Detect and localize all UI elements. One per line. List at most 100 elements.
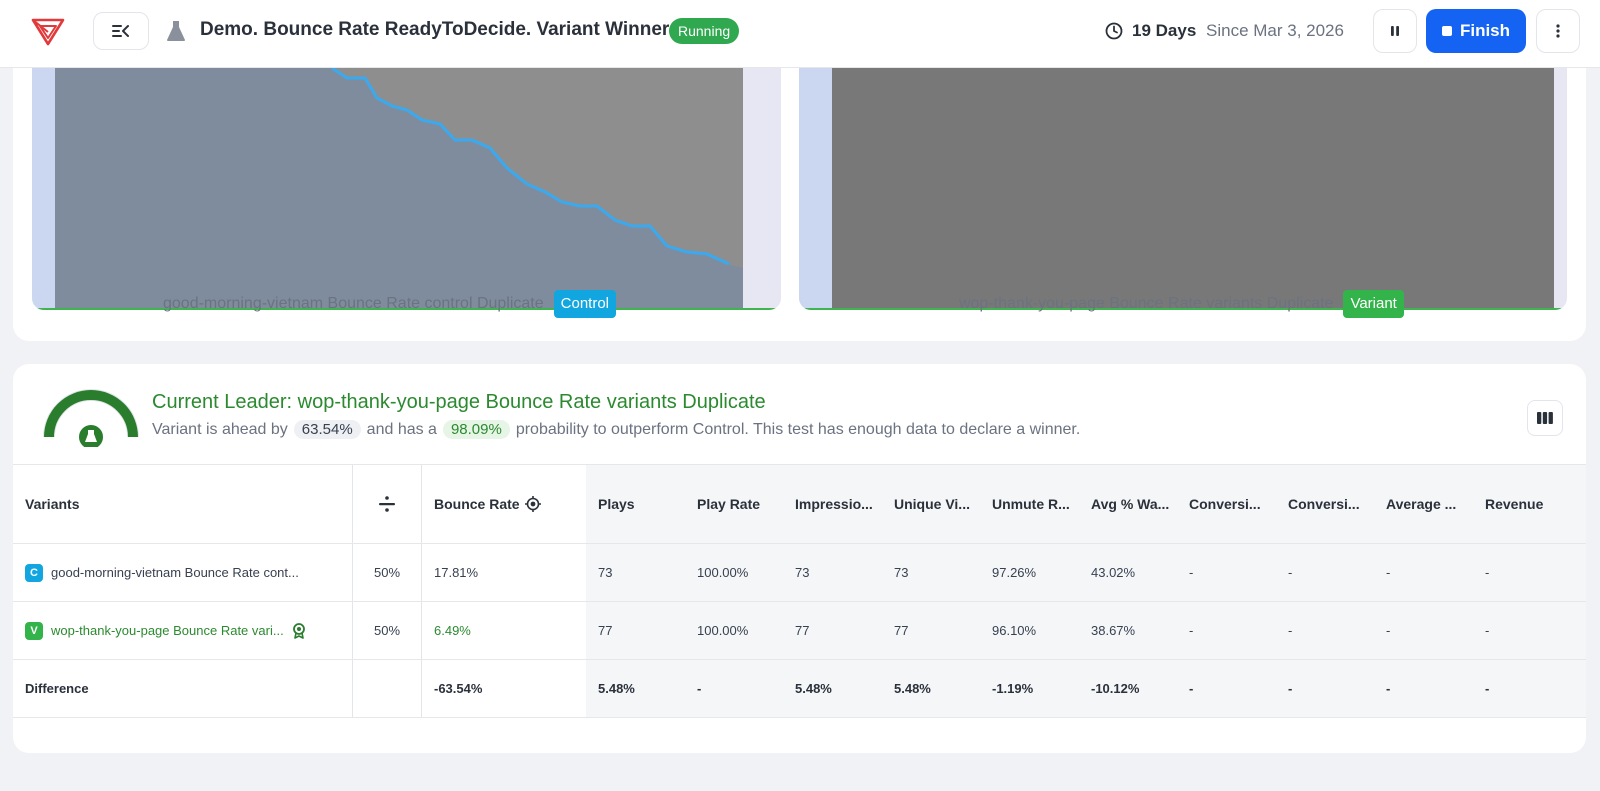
play-rate-diff: - <box>685 660 783 717</box>
variant-cell: C good-morning-vietnam Bounce Rate cont.… <box>13 544 353 601</box>
average-diff: - <box>1374 660 1473 717</box>
winner-award-icon <box>292 622 305 639</box>
col-unmute-rate[interactable]: Unmute R... <box>980 465 1079 543</box>
pause-button[interactable] <box>1373 9 1417 53</box>
variant-name: wop-thank-you-page Bounce Rate variants … <box>959 295 1334 312</box>
conversions-1-diff: - <box>1177 660 1276 717</box>
table-header-row: Variants Bounce Rate Plays Play Rate Imp… <box>13 464 1586 544</box>
play-rate-cell: 100.00% <box>685 544 783 601</box>
split-cell: 50% <box>353 544 422 601</box>
bounce-rate-cell: 6.49% <box>434 623 471 638</box>
variant-name: good-morning-vietnam Bounce Rate cont... <box>51 565 299 580</box>
impressions-cell: 77 <box>783 602 882 659</box>
col-plays[interactable]: Plays <box>586 465 685 543</box>
control-tag: Control <box>553 290 617 318</box>
conversions-2-diff: - <box>1276 660 1374 717</box>
unique-viewers-cell: 73 <box>882 544 980 601</box>
divide-icon <box>379 496 395 512</box>
pause-icon <box>1391 26 1399 36</box>
current-leader-card: Current Leader: wop-thank-you-page Bounc… <box>13 364 1586 753</box>
variant-cell: V wop-thank-you-page Bounce Rate vari... <box>13 602 353 659</box>
variant-tag: Variant <box>1343 290 1404 318</box>
unmute-rate-diff: -1.19% <box>980 660 1079 717</box>
average-cell: - <box>1374 544 1473 601</box>
col-split[interactable] <box>353 465 422 543</box>
leader-title: Current Leader: wop-thank-you-page Bounc… <box>152 391 766 413</box>
variant-name: wop-thank-you-page Bounce Rate vari... <box>51 623 284 638</box>
status-badge: Running <box>669 18 740 44</box>
unmute-rate-cell: 97.26% <box>980 544 1079 601</box>
variant-charts-card: good-morning-vietnam Bounce Rate control… <box>13 40 1586 341</box>
leader-text-1: Variant is ahead by <box>152 420 288 438</box>
col-revenue[interactable]: Revenue <box>1473 465 1586 543</box>
flask-icon <box>167 21 185 41</box>
conversions-2-cell: - <box>1276 544 1374 601</box>
target-metric-icon <box>524 496 541 512</box>
leader-summary: Variant is ahead by 63.54% and has a 98.… <box>152 420 1080 439</box>
control-chart-plot <box>32 68 781 310</box>
test-title: Demo. Bounce Rate ReadyToDecide. Variant… <box>200 19 670 40</box>
col-variants[interactable]: Variants <box>13 465 353 543</box>
impressions-cell: 73 <box>783 544 882 601</box>
col-bounce-rate[interactable]: Bounce Rate <box>422 465 586 543</box>
more-options-button[interactable] <box>1536 9 1580 53</box>
unmute-rate-cell: 96.10% <box>980 602 1079 659</box>
split-cell: 50% <box>353 602 422 659</box>
col-average[interactable]: Average ... <box>1374 465 1473 543</box>
avg-watched-diff: -10.12% <box>1079 660 1177 717</box>
collapse-sidebar-button[interactable] <box>93 12 149 50</box>
plays-cell: 73 <box>586 544 685 601</box>
avg-watched-cell: 43.02% <box>1079 544 1177 601</box>
revenue-cell: - <box>1473 544 1586 601</box>
control-name: good-morning-vietnam Bounce Rate control… <box>163 295 544 312</box>
table-row-control[interactable]: C good-morning-vietnam Bounce Rate cont.… <box>13 544 1586 602</box>
control-chart <box>32 68 781 310</box>
variant-badge: V <box>25 621 43 640</box>
col-unique-viewers[interactable]: Unique Vi... <box>882 465 980 543</box>
impressions-diff: 5.48% <box>783 660 882 717</box>
stop-icon <box>1441 26 1452 36</box>
kebab-menu-icon <box>1556 24 1560 38</box>
columns-icon <box>1537 412 1553 424</box>
leader-gauge-icon <box>43 389 139 447</box>
average-cell: - <box>1374 602 1473 659</box>
table-row-variant[interactable]: V wop-thank-you-page Bounce Rate vari...… <box>13 602 1586 660</box>
difference-label: Difference <box>13 660 353 717</box>
col-avg-watched[interactable]: Avg % Wa... <box>1079 465 1177 543</box>
conversions-2-cell: - <box>1276 602 1374 659</box>
finish-label: Finish <box>1459 21 1511 40</box>
unique-viewers-cell: 77 <box>882 602 980 659</box>
ahead-by-value: 63.54% <box>293 420 361 439</box>
top-bar: Demo. Bounce Rate ReadyToDecide. Variant… <box>0 0 1600 68</box>
plays-diff: 5.48% <box>586 660 685 717</box>
split-cell <box>353 660 422 717</box>
collapse-menu-icon <box>112 25 129 37</box>
conversions-1-cell: - <box>1177 544 1276 601</box>
start-date: Since Mar 3, 2026 <box>1206 21 1344 40</box>
plays-cell: 77 <box>586 602 685 659</box>
variant-chart <box>799 68 1567 310</box>
revenue-cell: - <box>1473 602 1586 659</box>
col-conversions-2[interactable]: Conversi... <box>1276 465 1374 543</box>
conversions-1-cell: - <box>1177 602 1276 659</box>
leader-text-3: probability to outperform Control. This … <box>515 420 1081 438</box>
clock-icon <box>1105 22 1123 40</box>
revenue-diff: - <box>1473 660 1586 717</box>
col-conversions-1[interactable]: Conversi... <box>1177 465 1276 543</box>
table-row-difference: Difference -63.54% 5.48% - 5.48% 5.48% -… <box>13 660 1586 718</box>
app-logo[interactable] <box>30 14 66 48</box>
avg-watched-cell: 38.67% <box>1079 602 1177 659</box>
bounce-rate-cell: 17.81% <box>434 565 479 580</box>
duration-days: 19 Days <box>1132 21 1197 40</box>
variant-chart-plot <box>799 68 1567 310</box>
bounce-rate-diff: -63.54% <box>434 681 483 696</box>
col-play-rate[interactable]: Play Rate <box>685 465 783 543</box>
unique-viewers-diff: 5.48% <box>882 660 980 717</box>
bounce-rate-header: Bounce Rate <box>434 496 520 512</box>
probability-value: 98.09% <box>442 420 510 439</box>
columns-toggle-button[interactable] <box>1527 400 1563 436</box>
col-impressions[interactable]: Impressio... <box>783 465 882 543</box>
play-rate-cell: 100.00% <box>685 602 783 659</box>
finish-button[interactable]: Finish <box>1426 9 1526 53</box>
control-badge: C <box>25 563 43 582</box>
